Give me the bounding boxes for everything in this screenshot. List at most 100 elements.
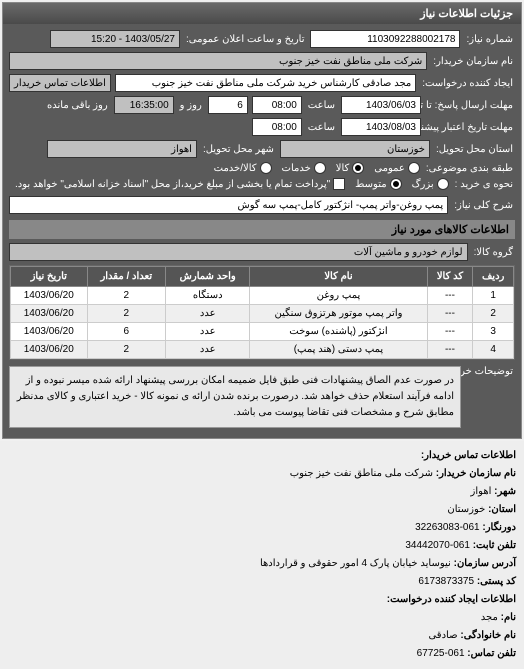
city-label: شهر محل تحویل: xyxy=(201,144,276,155)
c-province: خوزستان xyxy=(447,504,485,515)
remaining-label: روز باقی مانده xyxy=(45,100,110,111)
budget-omumi-label: عمومی xyxy=(374,163,405,174)
c-city-label: شهر: xyxy=(494,486,516,497)
contact-block: اطلاعات تماس خریدار: نام سازمان خریدار: … xyxy=(0,441,524,669)
table-header: ردیف xyxy=(473,267,514,287)
table-cell: دستگاه xyxy=(166,287,250,305)
table-cell: --- xyxy=(427,341,473,359)
table-cell: 1403/06/20 xyxy=(11,305,88,323)
goods-group-label: گروه کالا: xyxy=(472,247,515,258)
table-cell: عدد xyxy=(166,341,250,359)
c-city: اهواز xyxy=(471,486,492,497)
time-label-1: ساعت xyxy=(306,100,337,111)
pay-naghdi-label: بزرگ xyxy=(412,179,434,190)
table-cell: پمپ روغن xyxy=(250,287,427,305)
c-org-label: نام سازمان خریدار: xyxy=(436,468,516,479)
pay-naghdi-radio[interactable]: بزرگ xyxy=(412,178,449,190)
announce-label: تاریخ و ساعت اعلان عمومی: xyxy=(184,34,307,45)
budget-kala-radio[interactable]: کالا xyxy=(336,162,365,174)
goods-table-wrap: ردیفکد کالانام کالاواحد شمارشتعداد / مقد… xyxy=(9,265,515,360)
pay-note-check[interactable]: "پرداخت تمام یا بخشی از مبلغ خرید،از محل… xyxy=(15,178,345,190)
table-row: 1---پمپ روغندستگاه21403/06/20 xyxy=(11,287,514,305)
table-cell: عدد xyxy=(166,305,250,323)
c-post-label: کد پستی: xyxy=(477,576,516,587)
request-number-label: شماره نیاز: xyxy=(464,34,515,45)
c-name: مجد xyxy=(481,612,498,623)
c-addr: نیوساید خیابان پارک 4 امور حقوقی و قرارد… xyxy=(260,558,451,569)
table-cell: 1403/06/20 xyxy=(11,341,88,359)
table-row: 4---پمپ دستی (هند پمپ)عدد21403/06/20 xyxy=(11,341,514,359)
region-label: استان محل تحویل: xyxy=(434,144,515,155)
c-name-label: نام: xyxy=(501,612,516,623)
creator-field: مجد صادقی کارشناس خرید شرکت ملی مناطق نف… xyxy=(115,74,416,92)
contact-info-button[interactable]: اطلاعات تماس خریدار xyxy=(9,74,111,92)
c-post: 6173873375 xyxy=(418,576,474,587)
c-phone-label: تلفن ثابت: xyxy=(473,540,516,551)
deadline-send-time: 08:00 xyxy=(252,96,302,114)
need-details-panel: جزئیات اطلاعات نیاز شماره نیاز: 11030922… xyxy=(2,2,522,439)
budget-omumi-radio[interactable]: عمومی xyxy=(374,162,420,174)
table-cell: 2 xyxy=(87,305,166,323)
time-label-2: ساعت xyxy=(306,122,337,133)
buyer-org-label: نام سازمان خریدار: xyxy=(431,56,515,67)
city-field: اهواز xyxy=(47,140,197,158)
table-cell: --- xyxy=(427,323,473,341)
table-cell: واتر پمپ موتور هرتزوق سنگین xyxy=(250,305,427,323)
validity-time: 08:00 xyxy=(252,118,302,136)
remaining-time-field: 16:35:00 xyxy=(114,96,174,114)
table-cell: 3 xyxy=(473,323,514,341)
c-addr-label: آدرس سازمان: xyxy=(454,558,516,569)
budget-kala-khadamat-label: کالا/خدمت xyxy=(214,163,257,174)
goods-group-field: لوازم خودرو و ماشین آلات xyxy=(9,243,468,261)
c-creator-section: اطلاعات ایجاد کننده درخواست: xyxy=(387,594,516,605)
c-tel-label: تلفن تماس: xyxy=(467,648,516,659)
table-row: 2---واتر پمپ موتور هرتزوق سنگینعدد21403/… xyxy=(11,305,514,323)
region-field: خوزستان xyxy=(280,140,430,158)
pay-etebari-radio[interactable]: متوسط xyxy=(355,178,401,190)
table-header: تاریخ نیاز xyxy=(11,267,88,287)
buyer-org-field: شرکت ملی مناطق نفت خیز جنوب xyxy=(9,52,427,70)
creator-label: ایجاد کننده درخواست: xyxy=(420,78,515,89)
pay-type-label: نحوه ی خرید : xyxy=(453,179,515,190)
budget-khadamat-radio[interactable]: خدمات xyxy=(282,162,326,174)
table-cell: --- xyxy=(427,305,473,323)
validity-date: 1403/08/03 xyxy=(341,118,421,136)
c-fax: 061-32263083 xyxy=(415,522,480,533)
validity-label: مهلت تاریخ اعتبار پیشنهاد تا تاریخ: xyxy=(425,122,515,133)
table-cell: 6 xyxy=(87,323,166,341)
note-box: در صورت عدم الصاق پیشنهادات فنی طبق فایل… xyxy=(9,366,461,428)
c-fax-label: دورنگار: xyxy=(482,522,516,533)
budget-kala-khadamat-radio[interactable]: کالا/خدمت xyxy=(214,162,272,174)
c-province-label: استان: xyxy=(488,504,516,515)
table-cell: 1403/06/20 xyxy=(11,287,88,305)
table-cell: انژکتور (پاشنده) سوخت xyxy=(250,323,427,341)
note-label: توضیحات خریدار: xyxy=(465,366,515,377)
remaining-days-field: 6 xyxy=(208,96,248,114)
c-family: صادقی xyxy=(428,630,457,641)
table-header: تعداد / مقدار xyxy=(87,267,166,287)
goods-section-title: اطلاعات کالاهای مورد نیاز xyxy=(9,220,515,239)
deadline-send-label: مهلت ارسال پاسخ: تا تاریخ: xyxy=(425,100,515,111)
c-family-label: نام خانوادگی: xyxy=(460,630,516,641)
table-header: واحد شمارش xyxy=(166,267,250,287)
table-cell: پمپ دستی (هند پمپ) xyxy=(250,341,427,359)
c-phone: 061-34442070 xyxy=(405,540,470,551)
budget-khadamat-label: خدمات xyxy=(282,163,311,174)
budget-type-label: طبقه بندی موضوعی: xyxy=(424,163,515,174)
need-title-field: پمپ روغن-واتر پمپ- انژکتور کامل-پمپ سه گ… xyxy=(9,196,448,214)
panel-body: شماره نیاز: 1103092288002178 تاریخ و ساع… xyxy=(3,24,521,438)
request-number-field: 1103092288002178 xyxy=(310,30,460,48)
pay-etebari-label: متوسط xyxy=(355,179,386,190)
announce-field: 1403/05/27 - 15:20 xyxy=(50,30,180,48)
goods-table: ردیفکد کالانام کالاواحد شمارشتعداد / مقد… xyxy=(10,266,514,359)
table-header: نام کالا xyxy=(250,267,427,287)
table-cell: عدد xyxy=(166,323,250,341)
c-org: شرکت ملی مناطق نفت خیز جنوب xyxy=(290,468,433,479)
remaining-days-and-label: روز و xyxy=(178,100,204,111)
table-cell: 2 xyxy=(87,287,166,305)
contact-section-title: اطلاعات تماس خریدار: xyxy=(421,450,516,461)
table-cell: --- xyxy=(427,287,473,305)
table-cell: 2 xyxy=(87,341,166,359)
budget-kala-label: کالا xyxy=(336,163,350,174)
table-cell: 2 xyxy=(473,305,514,323)
